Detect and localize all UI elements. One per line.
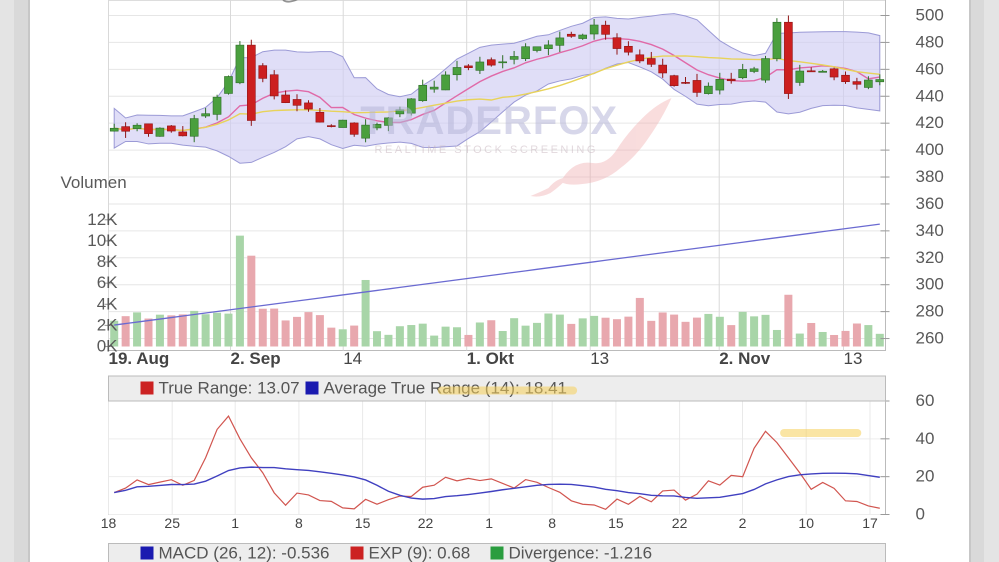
svg-text:2: 2 (738, 515, 746, 531)
svg-text:2K: 2K (96, 315, 117, 334)
svg-text:True Range: 13.07: True Range: 13.07 (158, 379, 299, 398)
svg-text:8: 8 (548, 515, 556, 531)
svg-text:20: 20 (915, 467, 934, 486)
svg-text:40: 40 (915, 429, 934, 448)
svg-text:TRADERFOX: TRADERFOX (360, 99, 618, 143)
svg-text:EXP (9): 0.68: EXP (9): 0.68 (368, 544, 470, 562)
svg-text:280: 280 (915, 302, 943, 321)
svg-text:17: 17 (862, 515, 878, 531)
svg-text:25: 25 (164, 515, 180, 531)
svg-text:60: 60 (915, 391, 934, 410)
svg-text:22: 22 (671, 515, 687, 531)
svg-text:15: 15 (608, 515, 624, 531)
svg-text:480: 480 (915, 32, 943, 51)
svg-text:10K: 10K (87, 231, 118, 250)
svg-text:340: 340 (915, 221, 943, 240)
svg-text:2. Sep: 2. Sep (230, 349, 280, 368)
svg-text:260: 260 (915, 329, 943, 348)
svg-text:22: 22 (417, 515, 433, 531)
svg-text:1: 1 (231, 515, 239, 531)
svg-text:1. Okt: 1. Okt (466, 349, 514, 368)
svg-text:2. Nov: 2. Nov (719, 349, 771, 368)
svg-text:18: 18 (100, 515, 116, 531)
svg-text:13: 13 (590, 349, 609, 368)
svg-text:500: 500 (915, 6, 943, 25)
svg-text:13: 13 (843, 349, 862, 368)
svg-text:19. Aug: 19. Aug (108, 349, 169, 368)
svg-text:MACD (26, 12): -0.536: MACD (26, 12): -0.536 (158, 544, 329, 562)
svg-text:460: 460 (915, 59, 943, 78)
svg-text:REALTIME STOCK SCREENING: REALTIME STOCK SCREENING (374, 144, 597, 156)
svg-text:300: 300 (915, 275, 943, 294)
svg-text:8K: 8K (96, 252, 117, 271)
svg-text:8: 8 (295, 515, 303, 531)
svg-text:0: 0 (915, 505, 924, 524)
svg-text:Divergence: -1.216: Divergence: -1.216 (508, 544, 652, 562)
svg-text:15: 15 (354, 515, 370, 531)
svg-text:440: 440 (915, 86, 943, 105)
svg-text:360: 360 (915, 194, 943, 213)
svg-text:12K: 12K (87, 210, 118, 229)
svg-text:400: 400 (915, 140, 943, 159)
svg-text:6K: 6K (96, 273, 117, 292)
svg-text:420: 420 (915, 113, 943, 132)
svg-text:1: 1 (485, 515, 493, 531)
svg-text:14: 14 (343, 349, 362, 368)
svg-text:320: 320 (915, 248, 943, 267)
svg-text:380: 380 (915, 167, 943, 186)
svg-text:4K: 4K (96, 294, 117, 313)
svg-text:10: 10 (798, 515, 814, 531)
svg-text:Volumen: Volumen (60, 173, 126, 192)
